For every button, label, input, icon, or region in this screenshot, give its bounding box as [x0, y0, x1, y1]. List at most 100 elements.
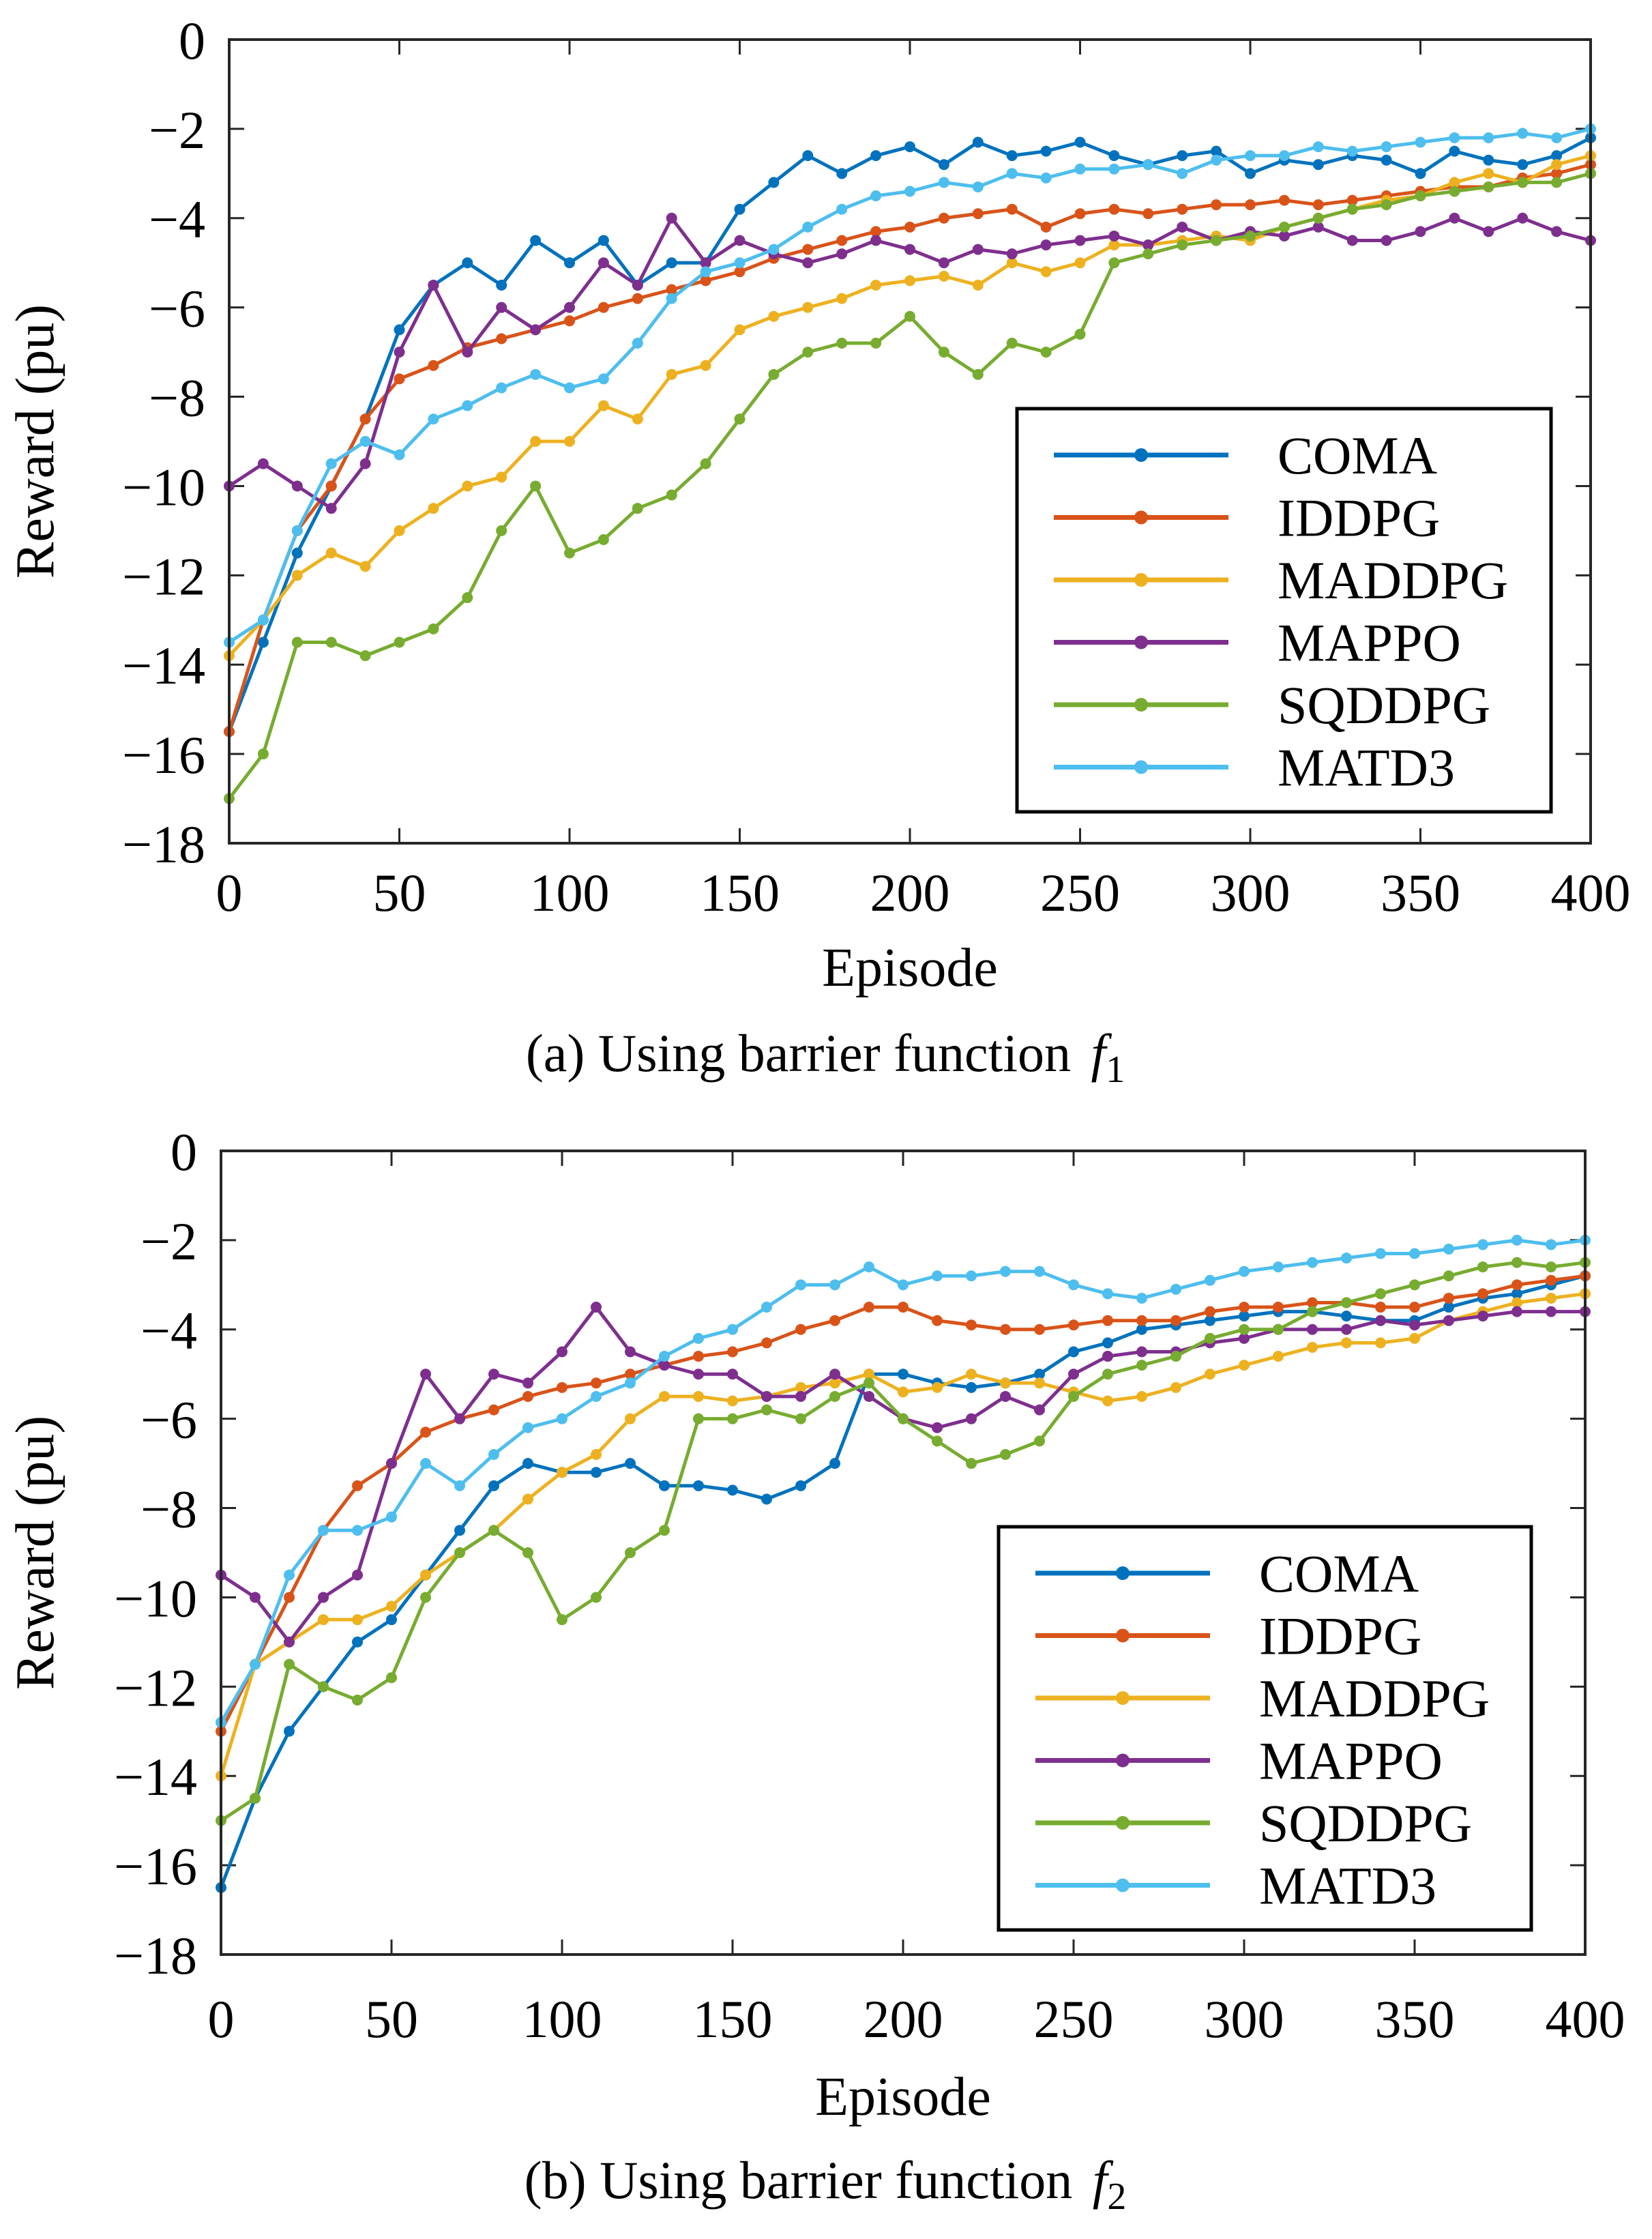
legend-entry-matd3: MATD3 — [1278, 738, 1455, 797]
data-point — [659, 1390, 670, 1402]
legend-entry-mappo: MAPPO — [1259, 1731, 1443, 1791]
data-point — [564, 547, 575, 559]
series-sqddpg — [224, 168, 1596, 804]
chart-a: 0 50 100 150 200 250 300 350 400 0 −2 −4 −6 −8 −10 −12 −… — [5, 11, 1631, 1091]
data-point — [394, 636, 405, 648]
data-point — [625, 1458, 636, 1469]
data-point — [284, 1725, 295, 1737]
data-point — [795, 1413, 806, 1424]
data-point — [325, 547, 337, 559]
axes-box — [228, 38, 1592, 845]
data-point — [972, 279, 984, 291]
data-point — [598, 373, 609, 385]
data-point — [864, 1302, 874, 1313]
data-point — [359, 436, 371, 447]
data-point — [938, 257, 949, 269]
y-tick-label: −16 — [122, 725, 205, 785]
data-point — [352, 1480, 363, 1491]
data-point — [1245, 168, 1256, 179]
data-point — [1177, 239, 1188, 251]
data-point — [1517, 159, 1529, 171]
series-matd3 — [216, 1234, 1591, 1728]
data-point — [1239, 1302, 1250, 1313]
data-point — [420, 1458, 431, 1469]
data-point — [768, 368, 780, 380]
data-point — [291, 636, 303, 648]
data-point — [768, 244, 780, 255]
data-point — [318, 1681, 329, 1693]
data-point — [325, 503, 337, 514]
data-point — [1205, 1332, 1215, 1344]
data-point — [734, 235, 746, 246]
data-point — [1449, 177, 1460, 188]
data-point — [386, 1600, 397, 1612]
data-point — [761, 1404, 772, 1416]
x-axis-label: Episode — [822, 938, 998, 998]
data-point — [904, 244, 915, 255]
data-point — [284, 1592, 295, 1603]
data-point — [761, 1302, 772, 1313]
data-point — [1177, 150, 1188, 162]
data-point — [598, 400, 609, 411]
data-point — [632, 503, 643, 514]
data-point — [1511, 1297, 1522, 1308]
data-point — [802, 257, 814, 269]
data-point — [1312, 159, 1324, 171]
legend-entry-sqddpg: SQDDPG — [1259, 1794, 1472, 1853]
data-point — [386, 1672, 397, 1684]
y-tick-label: −4 — [141, 1301, 197, 1360]
data-point — [598, 235, 609, 246]
data-point — [1273, 1323, 1284, 1335]
data-point — [938, 177, 949, 188]
data-point — [291, 570, 303, 581]
data-point — [761, 1337, 772, 1349]
data-point — [1477, 1261, 1488, 1273]
data-point — [1102, 1315, 1113, 1326]
y-tick-label: 0 — [179, 11, 205, 70]
data-point — [938, 347, 949, 358]
data-point — [1307, 1341, 1318, 1353]
data-point — [454, 1480, 465, 1491]
caption-text: (a) Using barrier function — [526, 1023, 1085, 1083]
legend-swatch-marker — [1134, 760, 1148, 774]
data-point — [625, 1346, 636, 1358]
data-point — [428, 623, 439, 634]
chart-caption: (a) Using barrier function f1 — [526, 1023, 1125, 1091]
data-point — [257, 458, 269, 469]
data-point — [1449, 186, 1460, 197]
data-point — [1483, 132, 1494, 143]
data-point — [318, 1592, 329, 1603]
data-point — [428, 503, 439, 514]
x-tick-label: 400 — [1551, 863, 1631, 922]
data-point — [1409, 1332, 1420, 1344]
data-point — [625, 1547, 636, 1558]
data-point — [1511, 1306, 1522, 1317]
data-point — [632, 338, 643, 349]
data-point — [591, 1592, 602, 1603]
y-tick-label: −12 — [122, 546, 205, 606]
data-point — [659, 1351, 670, 1362]
data-point — [1136, 1292, 1147, 1304]
data-point — [659, 1525, 670, 1536]
data-point — [761, 1493, 772, 1505]
y-axis-label: Reward (pu) — [5, 304, 65, 579]
data-point — [795, 1390, 806, 1402]
x-tick-label: 50 — [373, 863, 426, 922]
y-tick-label: −10 — [122, 457, 205, 516]
data-point — [591, 1302, 602, 1313]
data-point — [1278, 230, 1290, 242]
data-point — [257, 748, 269, 760]
data-point — [1034, 1265, 1045, 1277]
data-point — [1074, 208, 1086, 220]
data-point — [318, 1525, 329, 1536]
data-point — [1040, 266, 1052, 278]
data-point — [1102, 1369, 1113, 1380]
data-point — [700, 458, 711, 469]
legend-swatch-marker — [1116, 1628, 1130, 1643]
data-point — [1449, 132, 1460, 143]
data-point — [666, 212, 677, 224]
data-point — [1346, 194, 1358, 206]
data-point — [454, 1547, 465, 1558]
data-point — [1211, 154, 1222, 166]
data-point — [1341, 1253, 1352, 1264]
